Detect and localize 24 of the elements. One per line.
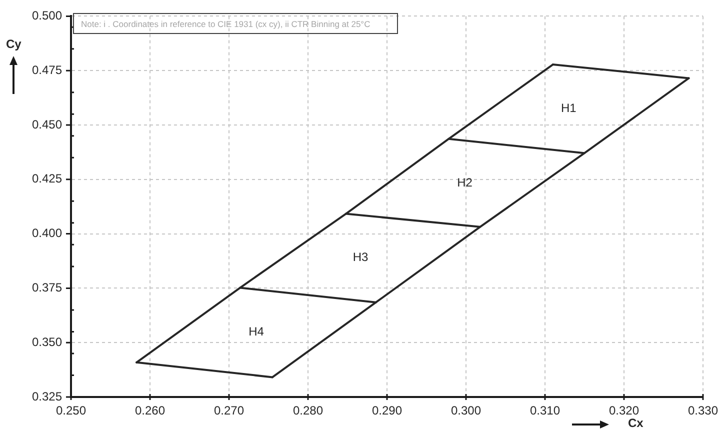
annotation: H1	[561, 100, 577, 115]
y-tick-label: 0.400	[32, 226, 62, 240]
annotation: H3	[352, 250, 369, 264]
y-tick-label: 0.325	[32, 389, 62, 404]
annotation: H2	[457, 175, 473, 190]
x-tick-label: 0.320	[608, 404, 640, 418]
x-tick-label: 0.310	[530, 404, 560, 418]
x-tick-label: 0.300	[450, 404, 482, 418]
x-tick-label: 0.330	[688, 404, 718, 418]
x-tick-label: 0.280	[292, 404, 324, 418]
x-tick-label: 0.260	[134, 404, 166, 418]
y-tick-label: 0.450	[32, 117, 62, 132]
annotation: H4	[248, 324, 264, 339]
x-tick-label: 0.250	[56, 404, 86, 418]
y-tick-label: 0.500	[32, 8, 62, 23]
y-tick-label: 0.425	[32, 172, 62, 186]
y-tick-label: 0.375	[32, 280, 62, 295]
y-tick-label: 0.475	[32, 62, 62, 77]
y-tick-label: 0.350	[32, 334, 62, 349]
x-axis-title: Cx	[628, 416, 644, 430]
y-axis-title: Cy	[6, 37, 22, 51]
annotation: Note: i . Coordinates in reference to CIE 1931 (cx cy), ii CTR Binning at 25°C	[73, 13, 398, 34]
x-tick-label: 0.290	[372, 404, 402, 418]
x-tick-label: 0.270	[214, 404, 244, 418]
